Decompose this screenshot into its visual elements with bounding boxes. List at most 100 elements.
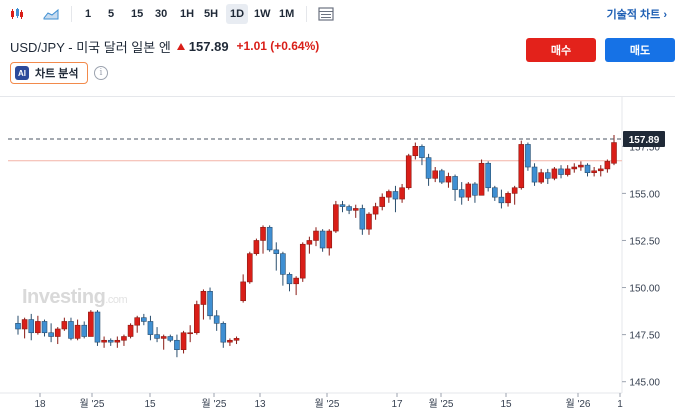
timeframe-1m[interactable]: 1M <box>279 8 295 20</box>
candle-body-up <box>114 339 121 343</box>
candle <box>525 142 531 171</box>
candle <box>180 330 187 354</box>
time-tick-label: 월 '25 <box>428 398 453 410</box>
candle-body-down <box>273 249 280 254</box>
candle <box>604 159 611 173</box>
timeframe-1h[interactable]: 1H <box>180 8 195 20</box>
time-tick-label: 월 '25 <box>79 398 104 410</box>
candle-body-down <box>439 170 445 183</box>
candle <box>141 313 147 326</box>
candle <box>101 336 107 348</box>
candle <box>227 338 233 346</box>
candle-body-down <box>48 332 54 337</box>
candle-body-up <box>35 321 41 334</box>
timeframe-30[interactable]: 30 <box>155 8 168 20</box>
candle <box>445 172 452 188</box>
candle-body-up <box>134 317 140 326</box>
candle <box>147 315 154 341</box>
time-tick-label: 15 <box>500 399 512 410</box>
candle <box>538 168 544 184</box>
candle <box>571 163 578 173</box>
toolbar-divider <box>306 6 307 22</box>
candle <box>273 242 280 271</box>
candle-body-down <box>154 334 160 339</box>
candle <box>326 229 333 256</box>
candle <box>35 315 41 335</box>
candle <box>48 323 54 343</box>
candle <box>478 159 485 196</box>
timeframe-1[interactable]: 1 <box>85 8 92 20</box>
timeframe-5h[interactable]: 5H <box>204 8 219 20</box>
info-icon[interactable]: i <box>94 66 108 80</box>
timeframe-1w[interactable]: 1W <box>254 8 271 20</box>
price-tick-label: 150.00 <box>629 284 660 295</box>
area-chart-type-icon[interactable] <box>40 4 62 24</box>
candle <box>207 287 213 320</box>
ai-icon: AI <box>15 66 29 80</box>
candle <box>498 189 505 209</box>
candle <box>187 325 193 343</box>
technical-chart-link[interactable]: 기술적 차트 › <box>606 9 667 21</box>
candle-body-down <box>498 196 505 204</box>
candle <box>412 142 419 160</box>
candle <box>15 315 21 335</box>
candle-body-up <box>101 339 107 343</box>
sell-button[interactable]: 매도 <box>605 38 675 62</box>
candle-body-up <box>21 319 28 330</box>
candle-body-down <box>452 176 458 190</box>
candle <box>21 317 28 339</box>
candle <box>386 189 392 203</box>
timeframe-5[interactable]: 5 <box>108 8 115 20</box>
candle <box>41 319 48 337</box>
candle-body-up <box>54 328 61 337</box>
table-view-icon[interactable] <box>315 4 337 24</box>
candle-body-down <box>425 157 432 179</box>
time-tick-label: 15 <box>144 399 156 410</box>
price-tick-label: 155.00 <box>629 189 660 200</box>
candle <box>68 317 74 341</box>
candle <box>405 153 412 190</box>
candle <box>160 334 167 350</box>
instrument-header: USD/JPY - 미국 달러 일본 엔 157.89 +1.01 (+0.64… <box>10 36 319 56</box>
candle <box>107 338 114 346</box>
timeframe-15[interactable]: 15 <box>131 8 144 20</box>
candle <box>472 182 478 203</box>
candle <box>319 229 326 252</box>
candle-body-up <box>260 226 266 241</box>
candle-body-up <box>445 176 452 183</box>
candle-body-down <box>220 323 227 343</box>
candle-body-up <box>326 230 333 249</box>
candle <box>531 163 538 186</box>
candle <box>200 289 207 320</box>
candle-body-up <box>578 164 584 168</box>
price-up-arrow-icon <box>176 42 185 50</box>
candlestick-chart[interactable]: 145.00 147.50 150.00 152.50 155.00 157.50 18 월… <box>0 97 675 418</box>
time-tick-label: 1 <box>617 399 623 410</box>
buy-button[interactable]: 매수 <box>526 38 596 62</box>
candle <box>81 321 88 339</box>
candle-body-up <box>412 146 419 157</box>
candle-body-up <box>478 162 485 196</box>
candle <box>564 165 571 177</box>
time-axis: 18 월 '25 15 월 '25 13 월 '25 17 월 '25 15 월 '26 1 <box>34 393 623 410</box>
candle <box>458 182 465 205</box>
candle-body-down <box>472 183 478 196</box>
candle <box>293 276 299 296</box>
candle <box>114 336 121 348</box>
candle <box>518 140 525 190</box>
candle-body-up <box>505 193 511 204</box>
candle <box>372 202 379 220</box>
candle-body-up <box>333 204 339 232</box>
instrument-name: USD/JPY - 미국 달러 일본 엔 <box>10 39 171 55</box>
price-chart[interactable]: 145.00 147.50 150.00 152.50 155.00 157.50 18 월… <box>0 96 675 418</box>
price-tick-label: 147.50 <box>629 331 660 342</box>
candle <box>392 185 399 213</box>
ai-chart-analysis-button[interactable]: AI 차트 분석 <box>10 62 88 84</box>
candle <box>88 310 94 337</box>
candle <box>174 334 180 358</box>
candle <box>74 319 81 341</box>
timeframe-1d[interactable]: 1D <box>226 4 249 24</box>
candle-body-up <box>200 291 207 305</box>
candlestick-type-icon[interactable] <box>6 4 28 24</box>
price-tick-label: 145.00 <box>629 378 660 389</box>
